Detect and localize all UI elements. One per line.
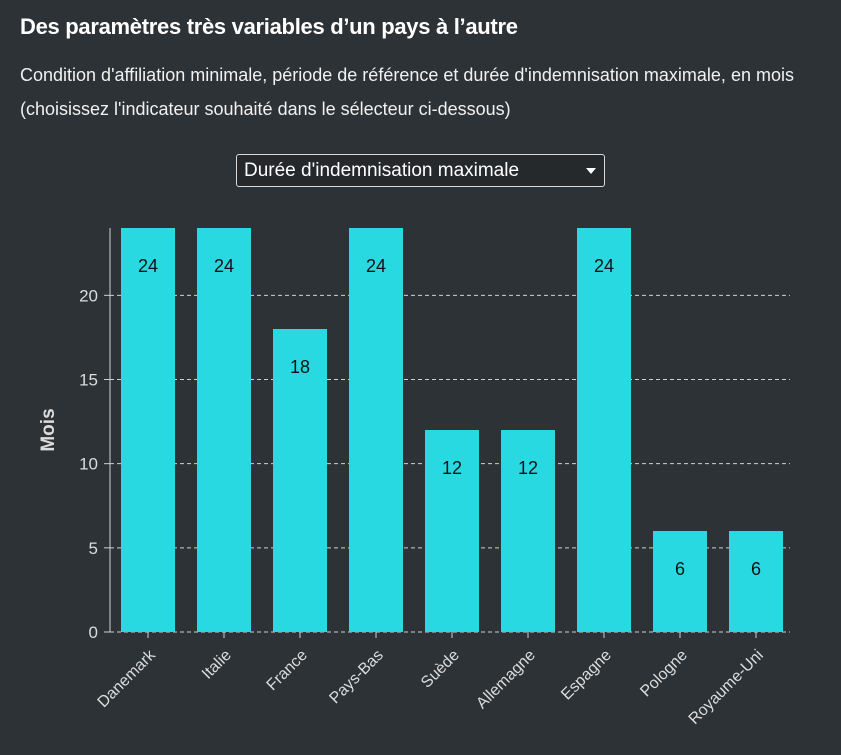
bar-france[interactable] <box>273 329 327 632</box>
bar-value-label: 24 <box>138 256 158 276</box>
bar-value-label: 24 <box>214 256 234 276</box>
bar-value-label: 12 <box>518 458 538 478</box>
y-axis-title: Mois <box>38 408 59 451</box>
x-tick-label: Danemark <box>95 646 160 711</box>
bar-value-label: 6 <box>751 559 761 579</box>
x-tick-label: Allemagne <box>473 647 539 713</box>
y-tick-label: 0 <box>89 623 98 642</box>
y-tick-label: 20 <box>79 286 98 305</box>
chevron-down-icon <box>586 168 596 174</box>
x-tick-label: Royaume-Uni <box>686 647 767 728</box>
axes: 0 5 10 15 20 Danemark Italie France Pays-Bas Suèd… <box>79 228 767 728</box>
bar-value-label: 12 <box>442 458 462 478</box>
x-tick-label: Espagne <box>558 647 615 704</box>
bar-danemark[interactable] <box>121 228 175 632</box>
x-tick-label: Suède <box>418 647 463 692</box>
bar-espagne[interactable] <box>577 228 631 632</box>
y-tick-label: 15 <box>79 371 98 390</box>
page-title: Des paramètres très variables d’un pays … <box>20 14 518 39</box>
bars: 24 24 18 24 12 12 24 6 6 <box>121 228 783 632</box>
x-tick-label: France <box>264 647 311 694</box>
bar-value-label: 18 <box>290 357 310 377</box>
bar-pays-bas[interactable] <box>349 228 403 632</box>
bar-value-label: 24 <box>366 256 386 276</box>
y-tick-label: 10 <box>79 455 98 474</box>
bar-value-label: 6 <box>675 559 685 579</box>
x-tick-label: Pays-Bas <box>326 647 386 707</box>
bar-pologne[interactable] <box>653 531 707 632</box>
bar-royaume-uni[interactable] <box>729 531 783 632</box>
x-tick-label: Italie <box>199 647 235 683</box>
bar-allemagne[interactable] <box>501 430 555 632</box>
indicator-select[interactable]: Durée d'indemnisation maximale <box>236 154 605 187</box>
page-subtitle: Condition d'affiliation minimale, périod… <box>20 65 794 119</box>
bar-italie[interactable] <box>197 228 251 632</box>
indicator-select-value: Durée d'indemnisation maximale <box>244 160 520 181</box>
bar-su-de[interactable] <box>425 430 479 632</box>
bar-value-label: 24 <box>594 256 614 276</box>
y-tick-label: 5 <box>89 539 98 558</box>
x-tick-label: Pologne <box>637 647 691 701</box>
